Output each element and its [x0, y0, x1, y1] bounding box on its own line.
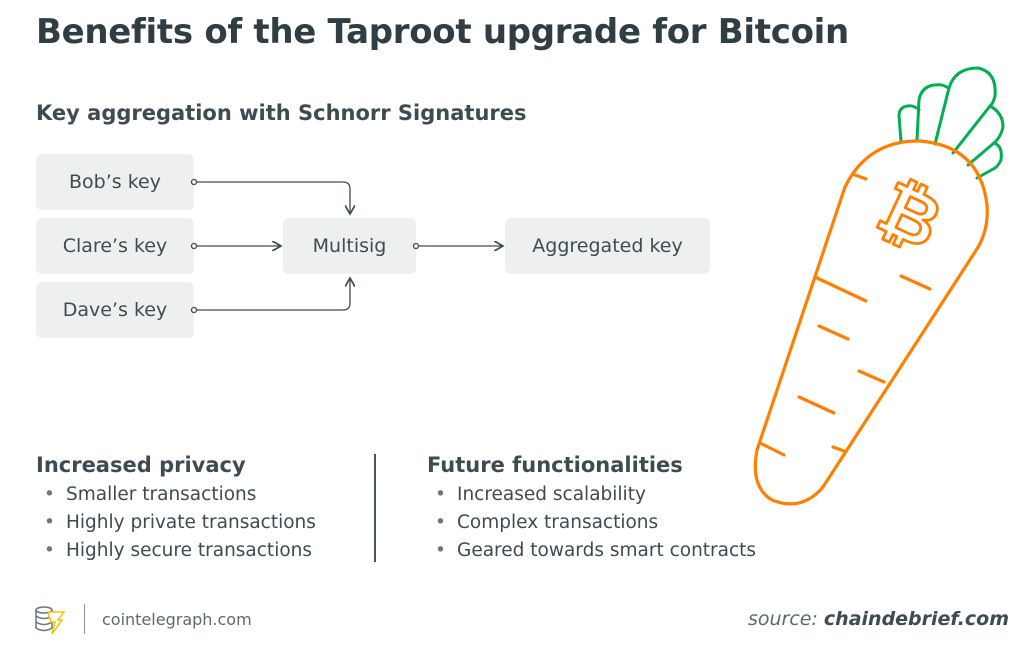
carrot-bitcoin-illustration: ₿ [753, 66, 1005, 506]
carrot-body-icon [753, 139, 989, 506]
bob-arrow [197, 181, 350, 214]
list-item: Highly secure transactions [36, 537, 316, 565]
bob-key-box: Bob’s key [36, 154, 194, 210]
list-item: Geared towards smart contracts [427, 537, 756, 565]
cointelegraph-logo-icon [35, 606, 66, 635]
footer-separator [84, 604, 85, 634]
dave-key-box: Dave’s key [36, 282, 194, 338]
multisig-box: Multisig [283, 218, 416, 274]
privacy-heading: Increased privacy [36, 453, 246, 477]
bitcoin-icon: ₿ [866, 165, 955, 266]
aggregated-key-box: Aggregated key [505, 218, 710, 274]
source-value: chaindebrief.com [823, 608, 1009, 630]
privacy-list: Smaller transactions Highly private tran… [36, 481, 316, 565]
section-subtitle: Key aggregation with Schnorr Signatures [36, 101, 527, 125]
list-item: Complex transactions [427, 509, 756, 537]
source-label: source: [747, 608, 818, 630]
carrot-leaves-icon [897, 66, 1005, 180]
future-list: Increased scalability Complex transactio… [427, 481, 756, 565]
dave-arrow [197, 278, 350, 311]
clare-key-box: Clare’s key [36, 218, 194, 274]
list-item: Increased scalability [427, 481, 756, 509]
list-item: Smaller transactions [36, 481, 316, 509]
source-credit: source: chaindebrief.com [748, 608, 1009, 630]
footer-site: cointelegraph.com [102, 610, 252, 629]
column-divider [374, 454, 376, 562]
page-title: Benefits of the Taproot upgrade for Bitc… [36, 12, 849, 52]
future-heading: Future functionalities [427, 453, 683, 477]
list-item: Highly private transactions [36, 509, 316, 537]
